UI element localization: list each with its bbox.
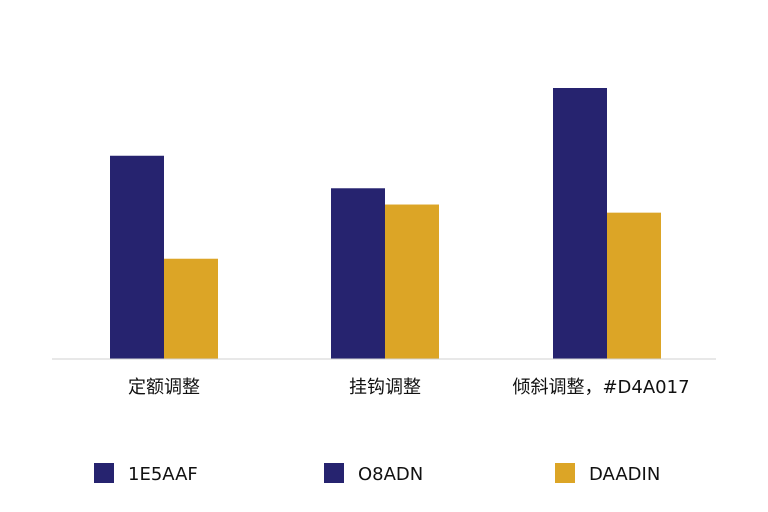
category-label: 倾斜调整，#D4A017 — [512, 377, 689, 398]
bar-series-2-cat-2 — [385, 204, 439, 359]
bar-series-1-cat-3 — [553, 88, 607, 359]
legend: 1E5AAF O8ADN DAADIN — [94, 463, 660, 485]
legend-label: O8ADN — [358, 464, 423, 485]
bars-group — [110, 88, 661, 359]
bar-series-1-cat-1 — [110, 155, 164, 359]
legend-swatch — [94, 463, 114, 483]
bar-series-2-cat-1 — [164, 258, 218, 359]
bar-series-1-cat-2 — [331, 188, 385, 359]
category-label: 挂钩调整 — [349, 377, 421, 398]
legend-swatch — [324, 463, 344, 483]
category-label: 定额调整 — [128, 377, 200, 398]
bar-series-2-cat-3 — [607, 212, 661, 359]
legend-label: DAADIN — [589, 464, 660, 485]
legend-label: 1E5AAF — [128, 464, 198, 485]
legend-swatch — [555, 463, 575, 483]
category-labels: 定额调整 挂钩调整 倾斜调整，#D4A017 — [128, 377, 690, 398]
